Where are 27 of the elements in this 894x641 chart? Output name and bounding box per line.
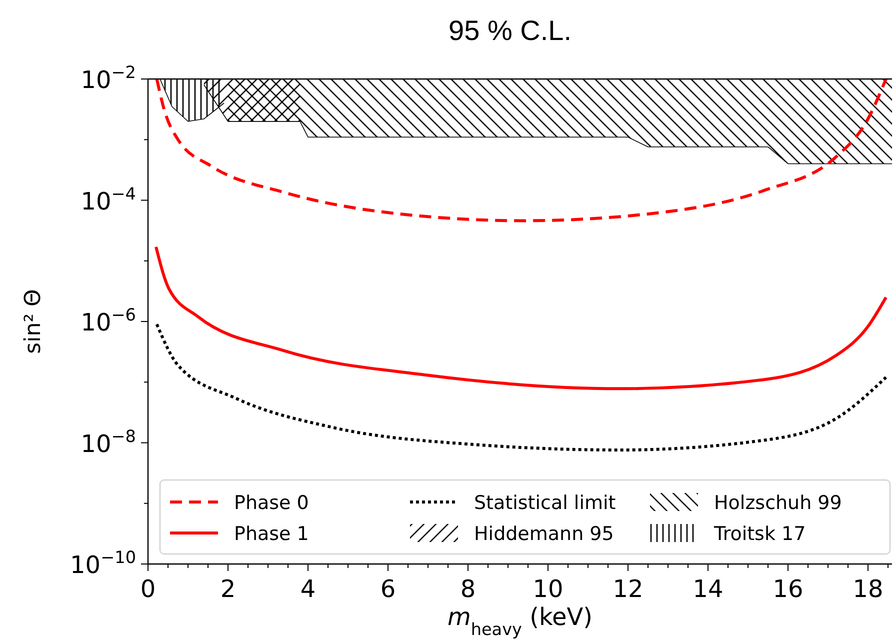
- y-tick-label: 10$^{−4}$: [80, 183, 136, 216]
- y-tick-label: 10$^{−2}$: [80, 62, 136, 94]
- x-tick-label: 10: [532, 575, 564, 603]
- y-axis-title: sin² Θ: [21, 289, 46, 354]
- legend-label: Statistical limit: [474, 492, 616, 514]
- x-axis-title: m$_{heavy}$ (keV): [447, 603, 593, 639]
- legend-label: Phase 1: [234, 523, 309, 545]
- x-tick-label: 12: [612, 575, 644, 603]
- line-series: [155, 79, 888, 222]
- legend-label: Hiddemann 95: [474, 523, 614, 545]
- y-tick-label: 10$^{−8}$: [80, 426, 136, 458]
- x-tick-label: 8: [460, 575, 476, 603]
- legend-label: Troitsk 17: [713, 523, 806, 545]
- line-series: [155, 322, 888, 452]
- y-tick-label: 10$^{−10}$: [70, 547, 136, 579]
- y-tick-label: 10$^{−6}$: [80, 304, 136, 336]
- x-tick-label: 0: [140, 575, 156, 603]
- x-tick-label: 4: [300, 575, 316, 603]
- chart-title: 95 % C.L.: [448, 15, 572, 46]
- x-tick-label: 18: [852, 575, 884, 603]
- x-tick-label: 14: [692, 575, 724, 603]
- legend-label: Holzschuh 99: [714, 492, 842, 514]
- legend-label: Phase 0: [234, 492, 309, 514]
- line-series: [154, 245, 888, 390]
- x-tick-label: 16: [772, 575, 804, 603]
- x-tick-label: 6: [380, 575, 396, 603]
- x-tick-label: 2: [220, 575, 236, 603]
